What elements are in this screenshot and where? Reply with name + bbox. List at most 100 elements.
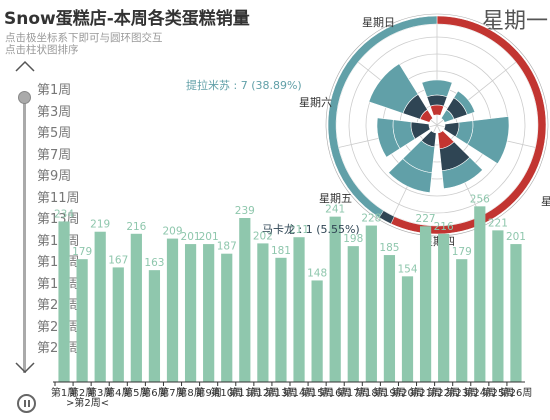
bar-value-label: 234 [54,208,74,220]
bar[interactable] [365,225,377,382]
bar[interactable] [293,237,305,382]
x-axis-label: 第23周 [445,386,478,399]
bar[interactable] [166,238,179,382]
bar[interactable] [474,206,486,382]
timeline-week-item[interactable]: 第11周 [37,190,80,206]
x-axis-label: 第13周 [265,386,298,399]
bar-value-label: 227 [416,213,436,225]
x-axis-label: 第11周 [228,386,261,399]
bar-value-label: 154 [397,263,417,275]
bar[interactable] [94,231,106,382]
subtitle-line-2: 点击柱状图排序 [5,44,79,56]
polar-sector[interactable] [441,156,484,189]
timeline-up-arrow-icon[interactable] [14,60,36,72]
bar-value-label: 211 [289,224,309,236]
timeline-down-arrow-icon[interactable] [14,362,36,374]
timeline-handle[interactable] [18,91,31,104]
polar-chart[interactable]: 星期日星期六星期五星期四星期 [299,13,550,248]
bar-value-label: 216 [126,221,146,233]
x-axis-label: 第12周 [247,386,280,399]
polar-sector[interactable] [421,79,453,98]
bar-value-label: 148 [307,267,327,279]
bar-value-label: 202 [253,230,273,242]
timeline-week-item[interactable]: 第3周 [37,104,72,120]
bar-x-axis: 第1周第2周第3周第4周第5周第6周第7周第8周第9周第10周第11周第12周第… [51,381,533,399]
x-axis-label: 第9周 [195,386,221,399]
x-axis-label: 第21周 [409,386,442,399]
bar[interactable] [148,270,161,382]
pause-button[interactable] [17,394,36,413]
polar-sector[interactable] [376,117,401,158]
timeline-week-item[interactable]: 第5周 [37,126,72,141]
bar-value-label: 239 [235,205,255,217]
x-axis-label: 第2周 [69,386,95,399]
subtitle-line-1: 点击极坐标系下即可与圆环图交互 [5,32,163,44]
tooltip-tiramisu: 提拉米苏 : 7 (38.89%) [186,78,302,92]
polar-sector[interactable] [388,158,433,193]
bar[interactable] [311,280,323,382]
x-axis-label: 第20周 [391,386,424,399]
polar-day-label: 星期五 [319,192,352,205]
bar[interactable] [492,230,504,382]
x-axis-label: 第24周 [463,386,496,399]
ring-outline [325,13,549,237]
polar-sector[interactable] [466,116,510,165]
timeline-week-item[interactable]: 第9周 [37,169,72,184]
x-axis-label: 第15周 [301,386,334,399]
x-axis-label: 第4周 [105,386,131,399]
bar[interactable] [239,218,251,382]
bar[interactable] [257,243,269,382]
bar-value-label: 187 [217,241,237,253]
bar[interactable] [130,233,142,382]
x-axis-label: 第1周 [51,386,77,399]
x-axis-label: 第7周 [159,386,185,399]
polar-sector[interactable] [426,94,448,107]
bar[interactable] [184,244,197,382]
bar[interactable] [438,233,450,382]
bar[interactable] [203,244,215,382]
bar-value-label: 219 [90,219,110,231]
bar-value-label: 201 [506,231,526,243]
timeline-week-item[interactable]: 第1周 [37,83,72,98]
bar[interactable] [401,276,414,382]
x-axis-label: 第17周 [337,386,370,399]
x-axis-label: 第22周 [427,386,460,399]
ring-segment[interactable] [327,15,438,218]
timeline-week-item[interactable]: 第7周 [37,147,72,163]
polar-day-label: 星期 [541,195,550,208]
bar[interactable] [76,259,88,382]
timeline-current-week: >第2周< [66,396,109,409]
bar-value-label: 228 [361,213,381,225]
polar-sector[interactable] [429,104,445,116]
polar-sector[interactable] [453,90,476,116]
x-axis-label: 第16周 [319,386,352,399]
tooltip-macaron: 马卡龙 : 1 (5.55%) [262,223,360,236]
x-axis-label: 第18周 [355,386,388,399]
bar[interactable] [112,267,124,382]
polar-day-label: 星期日 [362,16,395,29]
bar[interactable] [456,259,468,382]
bar-value-label: 241 [325,204,345,216]
bar-value-label: 198 [343,233,363,245]
bar-value-label: 209 [162,226,182,238]
x-axis-label: 第8周 [177,386,203,399]
bar[interactable] [329,216,341,382]
polar-sector[interactable] [368,63,419,114]
bar-value-label: 163 [144,257,164,269]
bar-value-label: 201 [199,231,219,243]
bar-chart[interactable]: 2341792191672161632092012011872392021812… [54,193,526,382]
x-axis-label: 第26周 [500,386,533,399]
bar[interactable] [510,244,522,382]
bar-value-label: 216 [434,221,454,233]
bar[interactable] [275,257,287,382]
bar[interactable] [383,255,396,382]
bar[interactable] [347,246,359,382]
bar[interactable] [58,221,70,382]
bar-value-label: 201 [181,231,201,243]
timeline-track[interactable] [23,93,26,373]
bar[interactable] [221,253,233,382]
bar[interactable] [419,226,432,382]
polar-day-label: 星期六 [299,96,332,109]
x-axis-label: 第5周 [123,386,149,399]
